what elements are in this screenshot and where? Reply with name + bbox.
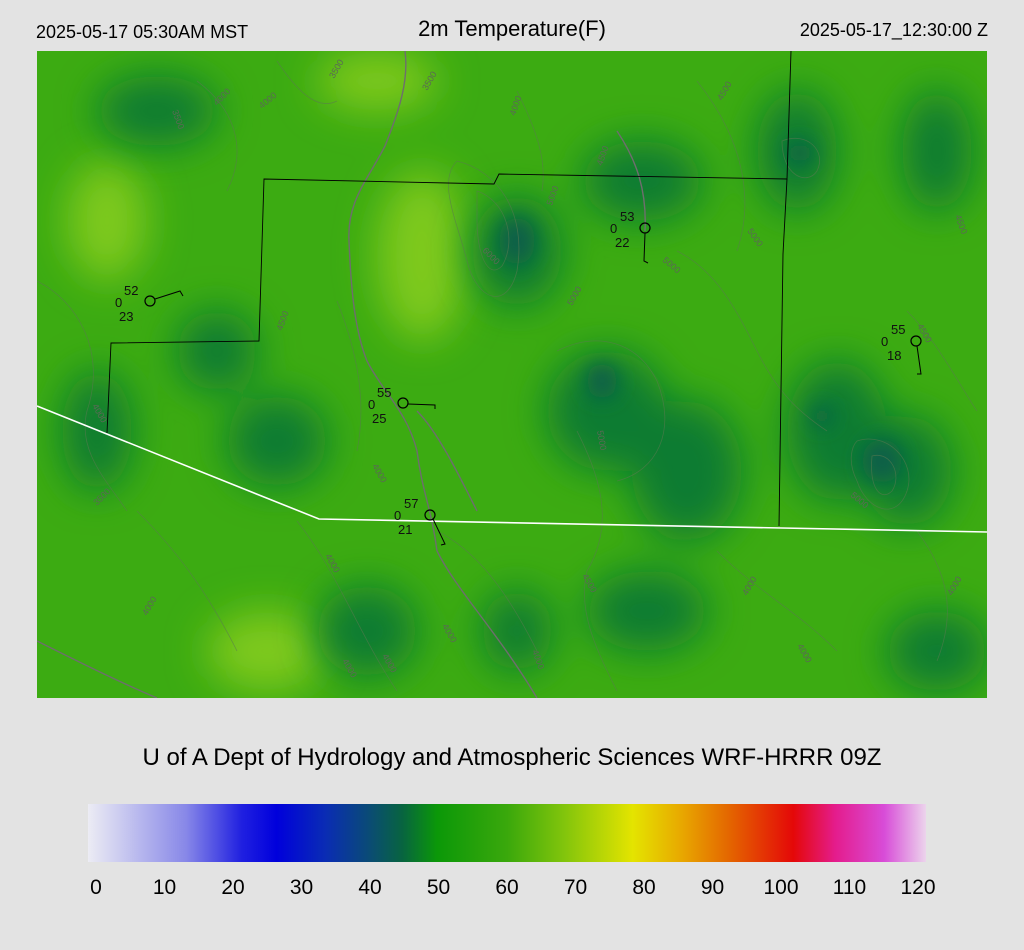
station-plot: 57 0 21 — [394, 496, 446, 546]
roads — [37, 51, 646, 698]
county-boundaries — [106, 51, 792, 527]
temperature-map[interactable]: 3500 3500 4000 4000 4000 3500 4500 4500 … — [37, 51, 987, 698]
model-credit: U of A Dept of Hydrology and Atmospheric… — [142, 744, 882, 771]
station-plot: 53 0 22 — [610, 209, 651, 264]
road — [416, 410, 478, 512]
station-plot: 55 0 18 — [881, 322, 922, 375]
colorbar-tick-label: 40 — [358, 876, 382, 899]
road — [616, 130, 646, 232]
utc-time-label: 2025-05-17_12:30:00 Z — [799, 20, 988, 40]
station-wind: 0 — [394, 508, 401, 523]
station-dewpoint: 22 — [615, 235, 629, 250]
colorbar-tick-label: 0 — [90, 876, 102, 899]
colorbar-tick-label: 120 — [900, 876, 936, 899]
station-wind: 0 — [368, 397, 375, 412]
contour-label: 5000 — [595, 430, 608, 451]
colorbar-tick-label: 50 — [426, 876, 451, 899]
colorbar-tick-label: 70 — [563, 876, 588, 899]
light-patches — [67, 51, 467, 691]
temperature-colorbar — [88, 804, 926, 862]
station-dewpoint: 21 — [398, 522, 412, 537]
colorbar-tick-labels: 0 10 20 30 40 50 60 70 80 90 100 110 120 — [0, 876, 1024, 906]
station-wind: 0 — [610, 221, 617, 236]
colorbar-tick-label: 110 — [832, 876, 867, 899]
station-plots: 52 0 23 53 0 22 55 0 18 55 0 25 — [115, 209, 922, 546]
colorbar-tick-label: 30 — [289, 876, 314, 899]
station-dewpoint: 25 — [372, 411, 386, 426]
colorbar-tick-label: 60 — [495, 876, 519, 899]
station-wind: 0 — [881, 334, 888, 349]
local-time-label: 2025-05-17 05:30AM MST — [36, 22, 249, 42]
station-temperature: 52 — [124, 283, 138, 298]
station-plot: 52 0 23 — [115, 283, 184, 324]
station-wind: 0 — [115, 295, 122, 310]
road — [37, 640, 158, 698]
colorbar-tick-label: 20 — [221, 876, 245, 899]
station-temperature: 53 — [620, 209, 634, 224]
colorbar-tick-label: 100 — [763, 876, 799, 899]
station-plot: 55 0 25 — [368, 385, 436, 426]
station-temperature: 55 — [377, 385, 391, 400]
contour-lines — [37, 60, 978, 692]
colorbar-tick-label: 80 — [632, 876, 656, 899]
station-temperature: 57 — [404, 496, 418, 511]
county-boundary — [778, 178, 788, 527]
road — [436, 550, 538, 698]
colorbar-tick-label: 10 — [152, 876, 177, 899]
station-temperature: 55 — [891, 322, 905, 337]
colorbar-tick-label: 90 — [700, 876, 725, 899]
state-border — [37, 405, 987, 533]
colorbar-gradient — [88, 804, 926, 862]
station-dewpoint: 18 — [887, 348, 901, 363]
station-dewpoint: 23 — [119, 309, 133, 324]
map-title: 2m Temperature(F) — [418, 16, 606, 41]
county-boundary — [106, 51, 792, 434]
dark-patches — [62, 76, 987, 691]
road — [348, 51, 438, 552]
